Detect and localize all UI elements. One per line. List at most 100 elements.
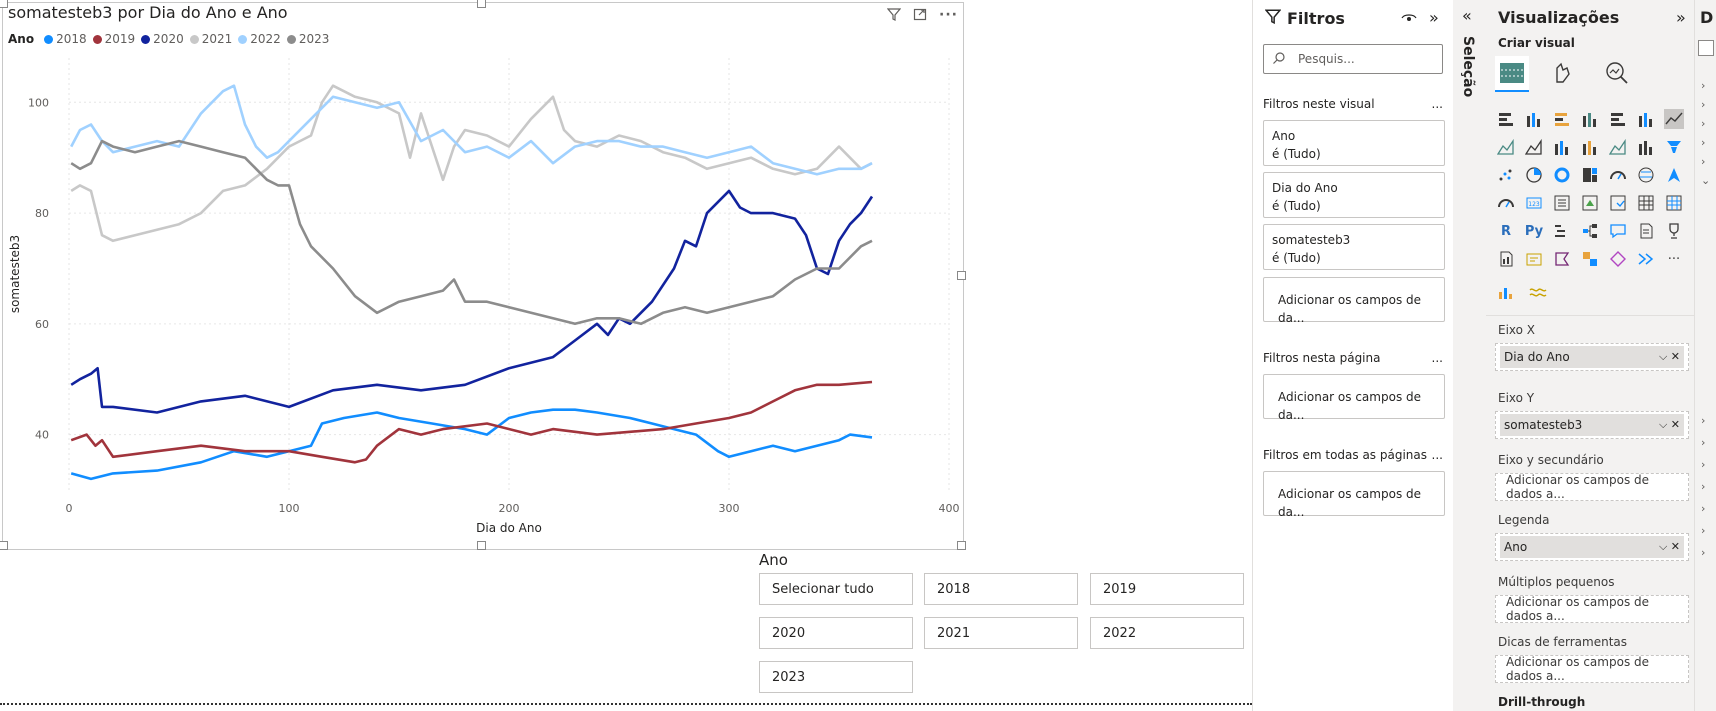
tab-analytics[interactable] bbox=[1604, 60, 1630, 90]
azure-map-icon[interactable] bbox=[1663, 164, 1685, 186]
stacked-area-chart-icon[interactable] bbox=[1523, 136, 1545, 158]
selection-pane-label[interactable]: Seleção bbox=[1460, 36, 1476, 98]
donut-chart-icon[interactable] bbox=[1551, 164, 1573, 186]
well-secondary-y[interactable]: Adicionar os campos de dados a... bbox=[1495, 473, 1689, 501]
data-pane-collapsed[interactable]: D › › › › › ⌄ › › › › › › › bbox=[1694, 0, 1716, 711]
clustered-bar-chart-icon[interactable] bbox=[1551, 108, 1573, 130]
pill-controls[interactable]: ⌵ ✕ bbox=[1658, 350, 1680, 363]
qa-icon[interactable] bbox=[1607, 220, 1629, 242]
tab-build-visual[interactable] bbox=[1495, 56, 1529, 92]
resize-handle[interactable] bbox=[0, 0, 8, 8]
well-legend[interactable]: Ano ⌵ ✕ bbox=[1495, 533, 1689, 561]
legend-item-2018[interactable]: 2018 bbox=[44, 32, 87, 46]
power-apps-icon[interactable] bbox=[1551, 248, 1573, 270]
key-influencers-icon[interactable] bbox=[1551, 220, 1573, 242]
waterfall-chart-icon[interactable] bbox=[1635, 136, 1657, 158]
paginated-report-icon[interactable] bbox=[1495, 248, 1517, 270]
well-small-multiples[interactable]: Adicionar os campos de dados a... bbox=[1495, 595, 1689, 623]
selection-pane-collapsed[interactable]: « bbox=[1453, 0, 1486, 711]
resize-handle[interactable] bbox=[477, 0, 486, 8]
power-automate-icon[interactable] bbox=[1579, 248, 1601, 270]
power-bi-icon[interactable] bbox=[1523, 248, 1545, 270]
ribbon-chart-icon[interactable] bbox=[1607, 136, 1629, 158]
resize-handle[interactable] bbox=[957, 271, 966, 280]
map-icon[interactable] bbox=[1607, 164, 1629, 186]
treemap-icon[interactable] bbox=[1579, 164, 1601, 186]
stacked-column-chart-icon[interactable] bbox=[1523, 108, 1545, 130]
line-and-clustered-column-icon[interactable] bbox=[1579, 136, 1601, 158]
custom-visual-chart-icon[interactable] bbox=[1495, 281, 1517, 303]
field-pill-dia-do-ano[interactable]: Dia do Ano ⌵ ✕ bbox=[1500, 346, 1684, 368]
metrics-icon[interactable] bbox=[1663, 220, 1685, 242]
pill-controls[interactable]: ⌵ ✕ bbox=[1658, 418, 1680, 431]
filter-card-ano[interactable]: Ano é (Tudo) bbox=[1263, 120, 1445, 166]
add-fields-drop-visual[interactable]: Adicionar os campos de da... bbox=[1263, 277, 1445, 325]
100-stacked-bar-chart-icon[interactable] bbox=[1607, 108, 1629, 130]
resize-handle[interactable] bbox=[0, 541, 8, 550]
card-icon[interactable]: 123 bbox=[1523, 192, 1545, 214]
table-expand-icons[interactable]: › › › › › ⌄ bbox=[1701, 79, 1711, 187]
slicer-option-2020[interactable]: 2020 bbox=[759, 617, 913, 649]
well-y-axis[interactable]: somatesteb3 ⌵ ✕ bbox=[1495, 411, 1689, 439]
eye-icon[interactable] bbox=[1401, 10, 1417, 29]
field-pill-somatesteb3[interactable]: somatesteb3 ⌵ ✕ bbox=[1500, 414, 1684, 436]
slicer-option-2022[interactable]: 2022 bbox=[1090, 617, 1244, 649]
chevron-visual-icon[interactable] bbox=[1635, 248, 1657, 270]
r-visual-icon[interactable]: R bbox=[1500, 223, 1511, 239]
smart-narrative-icon[interactable] bbox=[1635, 220, 1657, 242]
resize-handle[interactable] bbox=[957, 541, 966, 550]
pill-controls[interactable]: ⌵ ✕ bbox=[1658, 540, 1680, 553]
matrix-icon[interactable] bbox=[1663, 192, 1685, 214]
well-tooltips[interactable]: Adicionar os campos de dados a... bbox=[1495, 655, 1689, 683]
legend-item-2021[interactable]: 2021 bbox=[189, 32, 232, 46]
well-x-axis[interactable]: Dia do Ano ⌵ ✕ bbox=[1495, 343, 1689, 371]
field-expand-icons[interactable]: › › › › › › › bbox=[1701, 414, 1706, 559]
line-and-stacked-column-icon[interactable] bbox=[1551, 136, 1573, 158]
legend-item-2022[interactable]: 2022 bbox=[238, 32, 281, 46]
collapse-filters-icon[interactable]: » bbox=[1429, 8, 1439, 27]
more-options-icon[interactable]: ... bbox=[1431, 448, 1443, 462]
field-pill-ano[interactable]: Ano ⌵ ✕ bbox=[1500, 536, 1684, 558]
area-chart-icon[interactable] bbox=[1495, 136, 1517, 158]
slicer-option-select-all[interactable]: Selecionar tudo bbox=[759, 573, 913, 605]
scatter-chart-icon[interactable] bbox=[1495, 164, 1517, 186]
add-fields-drop-page[interactable]: Adicionar os campos de da... bbox=[1263, 374, 1445, 422]
resize-handle[interactable] bbox=[477, 541, 486, 550]
more-options-icon[interactable]: ... bbox=[1431, 97, 1443, 111]
focus-mode-icon[interactable] bbox=[913, 7, 927, 25]
legend-item-2023[interactable]: 2023 bbox=[286, 32, 329, 46]
stacked-bar-chart-icon[interactable] bbox=[1495, 108, 1517, 130]
gauge-icon[interactable] bbox=[1495, 192, 1517, 214]
funnel-chart-icon[interactable] bbox=[1663, 136, 1685, 158]
data-search-icon[interactable] bbox=[1698, 40, 1714, 56]
slicer-option-2023[interactable]: 2023 bbox=[759, 661, 913, 693]
more-options-icon[interactable]: ... bbox=[1431, 351, 1443, 365]
diamond-visual-icon[interactable] bbox=[1607, 248, 1629, 270]
slicer-option-2019[interactable]: 2019 bbox=[1090, 573, 1244, 605]
legend-item-2019[interactable]: 2019 bbox=[92, 32, 135, 46]
python-visual-icon[interactable]: Py bbox=[1524, 223, 1544, 239]
more-options-icon[interactable]: ··· bbox=[939, 7, 958, 23]
slicer-option-2018[interactable]: 2018 bbox=[924, 573, 1078, 605]
custom-visual-wave-icon[interactable] bbox=[1527, 281, 1549, 303]
line-chart-visual[interactable]: somatesteb3 por Dia do Ano e Ano Ano 201… bbox=[0, 0, 966, 550]
decomposition-tree-icon[interactable] bbox=[1579, 220, 1601, 242]
multi-row-card-icon[interactable] bbox=[1551, 192, 1573, 214]
kpi-icon[interactable] bbox=[1579, 192, 1601, 214]
slicer-icon[interactable] bbox=[1607, 192, 1629, 214]
filter-icon[interactable] bbox=[886, 7, 902, 25]
filters-search-input[interactable]: Pesquis... bbox=[1263, 44, 1443, 74]
pie-chart-icon[interactable] bbox=[1523, 164, 1545, 186]
table-icon[interactable] bbox=[1635, 192, 1657, 214]
filled-map-icon[interactable] bbox=[1635, 164, 1657, 186]
filter-card-dia-do-ano[interactable]: Dia do Ano é (Tudo) bbox=[1263, 172, 1445, 218]
slicer-option-2021[interactable]: 2021 bbox=[924, 617, 1078, 649]
more-visuals-icon[interactable]: ··· bbox=[1667, 251, 1681, 267]
legend-item-2020[interactable]: 2020 bbox=[141, 32, 184, 46]
collapse-visualizations-icon[interactable]: » bbox=[1676, 8, 1686, 27]
filter-card-somatesteb3[interactable]: somatesteb3 é (Tudo) bbox=[1263, 224, 1445, 270]
tab-format-visual[interactable] bbox=[1551, 60, 1577, 90]
expand-selection-icon[interactable]: « bbox=[1462, 6, 1472, 25]
add-fields-drop-all[interactable]: Adicionar os campos de da... bbox=[1263, 471, 1445, 519]
clustered-column-chart-icon[interactable] bbox=[1579, 108, 1601, 130]
